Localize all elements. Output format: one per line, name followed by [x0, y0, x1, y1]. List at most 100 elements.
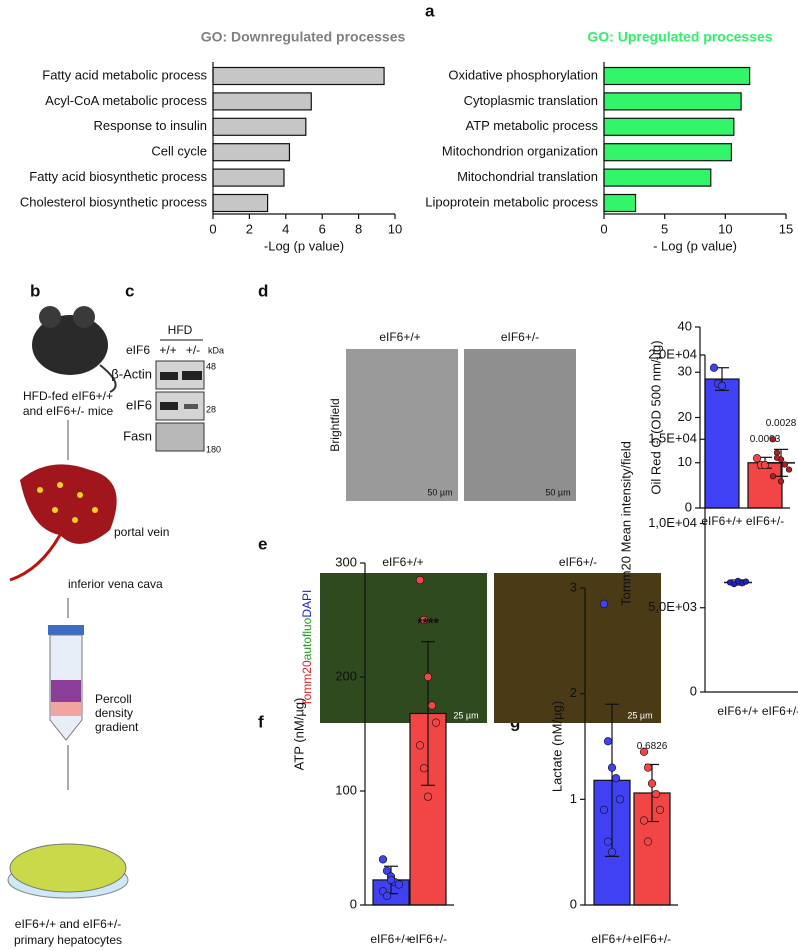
scale-label: 50 µm	[427, 487, 452, 497]
y-tick-label: 1,5E+04	[648, 431, 697, 446]
label: 180	[206, 444, 221, 454]
x-tick-label: eIF6+/-	[409, 932, 447, 946]
liver-icon	[9, 464, 117, 582]
data-point	[781, 461, 789, 468]
label: HFD	[168, 323, 193, 337]
bar	[603, 168, 712, 187]
data-point	[607, 848, 617, 857]
data-point	[752, 454, 762, 463]
label: Percoll	[95, 692, 132, 706]
y-tick-label: 1	[570, 791, 577, 806]
label: density	[95, 706, 133, 720]
category-label: Mitochondrion organization	[442, 144, 598, 159]
data-point	[427, 701, 437, 710]
x-tick-label: 0	[209, 221, 216, 236]
x-tick-label: 4	[282, 221, 289, 236]
y-tick-label: 10	[678, 454, 692, 469]
label: gradient	[95, 720, 139, 734]
micrograph	[320, 573, 487, 723]
y-tick-label: 40	[678, 318, 692, 333]
band	[160, 372, 178, 380]
data-point	[394, 880, 404, 889]
label: +/-	[186, 343, 200, 357]
data-point	[419, 764, 429, 773]
data-point	[382, 866, 392, 875]
data-point	[655, 805, 665, 815]
data-point	[639, 747, 649, 756]
label: Fasn	[123, 428, 152, 443]
y-tick-label: 0	[685, 499, 692, 514]
x-tick-label: 5	[661, 221, 668, 236]
mouse-icon	[32, 306, 117, 393]
data-point	[415, 575, 425, 585]
x-axis-label: -Log (p value)	[264, 238, 344, 253]
micrograph	[346, 349, 458, 501]
data-point	[639, 816, 649, 825]
data-point	[730, 581, 738, 588]
stain: Tomm20	[300, 660, 314, 706]
label: kDa	[208, 345, 224, 355]
category-label: Response to insulin	[94, 118, 207, 133]
x-tick-label: 0	[600, 221, 607, 236]
label: eIF6	[126, 397, 152, 412]
y-tick-label: 5,0E+03	[648, 599, 697, 614]
label: eIF6+/+ and eIF6+/-	[15, 917, 121, 931]
chart-title: GO: Downregulated processes	[201, 29, 406, 45]
x-tick-label: eIF6+/-	[746, 514, 784, 528]
x-tick-label: 10	[388, 221, 402, 236]
category-label: Acyl-CoA metabolic process	[45, 93, 207, 108]
label: inferior vena cava	[68, 577, 163, 591]
y-tick-label: 1,0E+04	[648, 515, 697, 530]
panel-label: e	[258, 534, 267, 553]
scale-label: 25 µm	[627, 710, 652, 720]
category-label: Cell cycle	[151, 144, 207, 159]
data-point	[423, 672, 433, 682]
category-label: Fatty acid metabolic process	[42, 67, 207, 82]
x-tick-label: 2	[246, 221, 253, 236]
y-tick-label: 100	[335, 782, 357, 797]
micrograph	[464, 349, 576, 501]
data-point	[643, 837, 653, 846]
bar	[603, 117, 735, 136]
label: eIF6+/-	[501, 330, 539, 344]
label: and eIF6+/- mice	[23, 404, 114, 418]
panel-label: c	[125, 281, 134, 300]
data-point	[415, 741, 425, 750]
category-label: Oxidative phosphorylation	[448, 67, 598, 82]
y-axis-label: ATP (nM/µg)	[291, 698, 306, 771]
data-point	[777, 478, 785, 485]
annotation: ****	[417, 614, 439, 630]
label: eIF6+/+	[382, 555, 423, 569]
bar	[212, 117, 307, 136]
x-tick-label: eIF6+/+	[370, 932, 411, 946]
data-point	[615, 795, 625, 804]
data-point	[742, 578, 750, 585]
bar	[212, 92, 312, 111]
data-point	[423, 792, 433, 801]
bar	[603, 193, 637, 213]
label: HFD-fed eIF6+/+	[23, 389, 113, 403]
category-label: ATP metabolic process	[466, 118, 599, 133]
bar	[704, 378, 740, 509]
data-point	[599, 599, 609, 608]
y-tick-label: 300	[335, 554, 357, 569]
annotation: 0.0028	[766, 418, 797, 429]
category-label: Cholesterol biosynthetic process	[20, 194, 208, 209]
data-point	[785, 466, 793, 473]
panel-label: f	[258, 712, 264, 731]
bar	[212, 168, 285, 187]
annotation: 0.0003	[750, 434, 781, 445]
y-tick-label: 30	[678, 364, 692, 379]
data-point	[709, 363, 719, 372]
y-axis-label: Tomm20 Mean intensity/field	[618, 441, 633, 606]
y-axis-label: Lactate (nM/µg)	[549, 701, 564, 792]
data-point	[769, 436, 777, 443]
label: 48	[206, 361, 216, 371]
bar	[212, 143, 291, 162]
band	[184, 404, 198, 409]
y-tick-label: 0	[350, 896, 357, 911]
x-tick-label: eIF6+/+	[701, 514, 742, 528]
data-point	[603, 837, 613, 846]
bar	[747, 462, 783, 509]
x-tick-label: eIF6+/-	[633, 932, 671, 946]
